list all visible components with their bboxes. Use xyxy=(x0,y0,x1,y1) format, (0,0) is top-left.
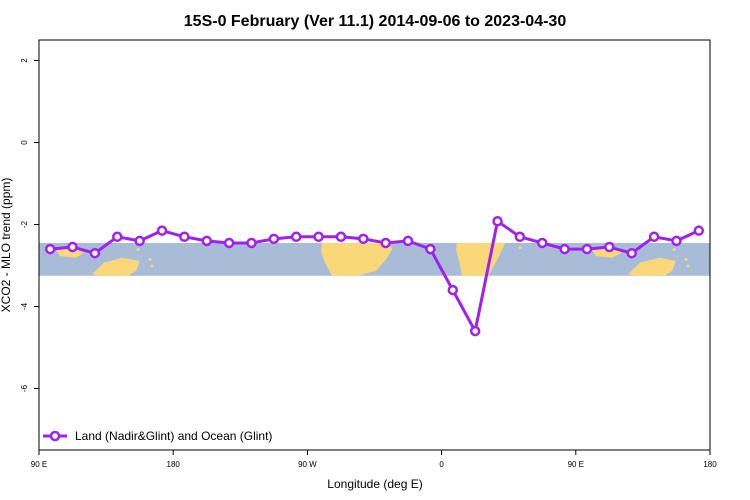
data-point xyxy=(112,231,123,243)
data-point xyxy=(134,235,145,247)
legend-label: Land (Nadir&Glint) and Ocean (Glint) xyxy=(75,429,272,443)
data-point xyxy=(290,231,302,243)
chart-title: 15S-0 February (Ver 11.1) 2014-09-06 to … xyxy=(184,13,567,30)
x-tick-label: 90 E xyxy=(31,460,47,469)
data-point xyxy=(201,235,212,247)
y-tick-label: -4 xyxy=(20,302,29,310)
y-tick-label: -6 xyxy=(20,384,29,392)
x-axis-label: Longitude (deg E) xyxy=(327,477,422,491)
legend: Land (Nadir&Glint) and Ocean (Glint) xyxy=(43,429,272,443)
x-tick-label: 180 xyxy=(167,460,181,469)
data-point xyxy=(156,225,168,236)
data-point xyxy=(671,235,682,247)
data-point xyxy=(246,237,257,249)
x-tick-label: 90 E xyxy=(568,460,584,469)
y-axis-label: XCO2 - MLO trend (ppm) xyxy=(0,178,13,313)
land-island xyxy=(150,264,154,268)
plot-frame xyxy=(38,39,711,451)
data-point xyxy=(514,231,526,243)
data-point xyxy=(402,235,414,247)
x-tick-label: 180 xyxy=(703,460,717,469)
data-point xyxy=(380,237,391,249)
y-tick-label: 0 xyxy=(20,140,29,145)
land-island xyxy=(684,257,688,261)
data-point xyxy=(447,284,459,296)
data-point xyxy=(268,233,280,245)
land-island xyxy=(136,248,140,252)
y-axis: -6 -4 -2 0 2 xyxy=(20,58,39,392)
data-point xyxy=(425,243,436,255)
land-australia-left xyxy=(92,257,140,276)
data-point xyxy=(626,247,637,259)
series-line xyxy=(50,219,700,333)
x-axis: 90 E 180 90 W 0 90 E 180 xyxy=(31,450,717,469)
y-tick-label: -2 xyxy=(20,220,29,228)
land-island xyxy=(148,257,152,261)
data-point xyxy=(335,231,347,243)
land-island xyxy=(518,246,522,250)
data-point xyxy=(223,237,235,249)
x-tick-label: 0 xyxy=(439,460,444,469)
data-point xyxy=(469,325,481,337)
y-tick-label: 2 xyxy=(20,58,29,63)
land-island xyxy=(672,248,676,252)
data-point xyxy=(89,247,101,259)
data-point xyxy=(537,237,548,249)
data-point xyxy=(559,243,570,255)
legend-marker xyxy=(49,430,61,442)
data-point xyxy=(581,243,593,255)
land-island xyxy=(686,264,690,268)
data-point xyxy=(44,243,56,255)
data-point xyxy=(604,241,615,253)
series-group xyxy=(44,215,705,337)
data-point xyxy=(67,241,78,253)
data-point xyxy=(358,233,369,245)
data-point xyxy=(179,231,190,243)
land-south-america xyxy=(321,242,392,276)
x-tick-label: 90 W xyxy=(298,460,317,469)
data-point xyxy=(648,231,660,243)
land-australia-right xyxy=(628,257,676,276)
data-point xyxy=(313,231,324,243)
data-point xyxy=(492,215,503,227)
data-point xyxy=(693,225,705,236)
